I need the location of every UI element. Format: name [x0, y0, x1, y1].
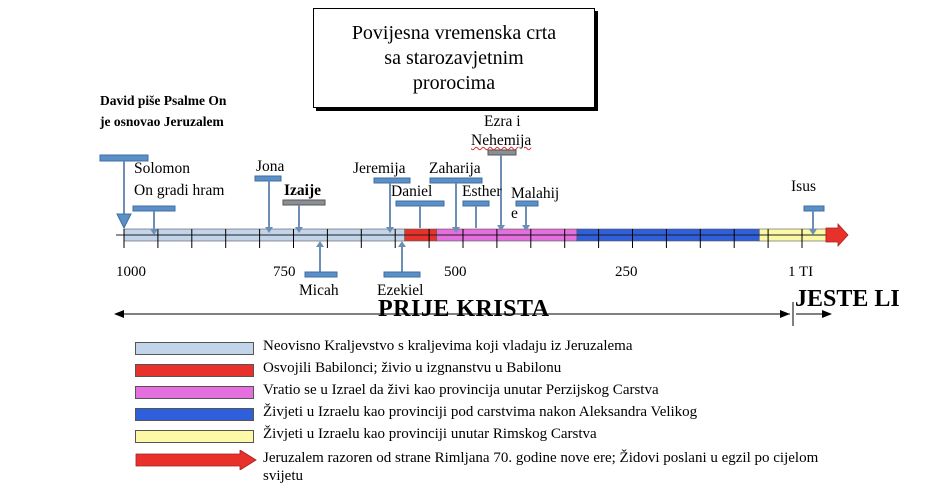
- jona-label: Jona: [256, 158, 285, 175]
- tick-label: 750: [273, 264, 296, 280]
- david-arrow-icon: [116, 213, 132, 230]
- jeste-right-arrow-icon: [822, 310, 832, 318]
- micah-marker: [304, 271, 338, 278]
- ezra-label: Ezra i: [484, 113, 521, 130]
- legend-text: Vratio se u Izrael da živi kao provincij…: [263, 382, 659, 398]
- isus-arrow-icon: [809, 229, 817, 235]
- isus-label: Isus: [791, 178, 816, 195]
- title-line-3: prorocima: [412, 71, 496, 94]
- zaharija-label: Zaharija: [429, 160, 481, 177]
- legend-swatch: [135, 364, 254, 377]
- era-label-after: JESTE LI: [795, 286, 900, 312]
- title-line-2: sa starozavjetnim: [384, 46, 524, 69]
- ezekiel-label: Ezekiel: [377, 282, 424, 299]
- daniel-marker: [395, 200, 445, 207]
- esther-label: Esther: [462, 183, 502, 200]
- izaije-marker: [282, 199, 326, 206]
- legend-text-2: svijetu: [263, 468, 303, 484]
- micah-label: Micah: [299, 282, 339, 299]
- ezra-label-2: Nehemija: [471, 132, 532, 149]
- jona-arrow-icon: [265, 227, 273, 233]
- title-line-1: Povijesna vremenska crta: [351, 21, 557, 44]
- tick-label: 1 TI: [788, 264, 814, 280]
- ezra-marker: [487, 149, 517, 156]
- prije-left-arrow-icon: [114, 310, 124, 318]
- legend-swatch: [135, 342, 254, 355]
- malahija-label: Malahij: [511, 185, 560, 202]
- title-box: Povijesna vremenska crta sa starozavjetn…: [313, 8, 595, 108]
- zaharija-arrow-icon: [452, 227, 460, 233]
- daniel-label: Daniel: [391, 183, 433, 200]
- solomon-label-2: On gradi hram: [134, 182, 225, 199]
- legend-swatch: [135, 386, 254, 399]
- tick-label: 1000: [116, 264, 146, 280]
- tick-label: 250: [615, 264, 638, 280]
- era-label-before: PRIJE KRISTA: [378, 296, 550, 322]
- solomon-marker: [132, 205, 176, 212]
- isus-marker: [803, 205, 825, 212]
- jona-marker: [254, 175, 282, 182]
- jeremija-label: Jeremija: [353, 160, 406, 177]
- period-bar: [116, 228, 827, 242]
- legend-swatch: [135, 408, 254, 421]
- legend-text: Živjeti u Izraelu kao provinciji unutar …: [263, 426, 597, 442]
- legend-arrow-icon: [135, 450, 257, 470]
- legend-text: Jeruzalem razoren od strane Rimljana 70.…: [263, 450, 819, 466]
- ezekiel-marker: [383, 271, 421, 278]
- david-note-line-2: je osnovao Jeruzalem: [100, 114, 224, 129]
- esther-marker: [462, 200, 490, 207]
- izaije-arrow-icon: [295, 227, 303, 233]
- tick-label: 500: [444, 264, 467, 280]
- jeremija-arrow-icon: [386, 227, 394, 233]
- timeline-arrow-head: [825, 222, 849, 248]
- malahija-arrow-icon: [522, 225, 530, 231]
- solomon-label: Solomon: [134, 160, 190, 177]
- legend-swatch: [135, 430, 254, 443]
- solomon-arrow-icon: [150, 229, 158, 235]
- ezra-arrow-icon: [497, 225, 505, 231]
- micah-arrow-icon: [316, 241, 324, 247]
- izaije-label: Izaije: [284, 182, 322, 199]
- legend-text: Osvojili Babilonci; živio u izgnanstvu u…: [263, 360, 562, 376]
- ezekiel-arrow-icon: [398, 241, 406, 247]
- malahija-label-2: e: [511, 205, 518, 222]
- david-note-line-1: David piše Psalme On: [100, 93, 227, 108]
- legend-text: Neovisno Kraljevstvo s kraljevima koji v…: [263, 338, 633, 354]
- axis-ticks: [123, 229, 803, 248]
- prije-right-arrow-icon: [780, 310, 790, 318]
- jeremija-marker: [373, 177, 411, 184]
- legend-text: Živjeti u Izraelu kao provinciji pod car…: [263, 404, 698, 420]
